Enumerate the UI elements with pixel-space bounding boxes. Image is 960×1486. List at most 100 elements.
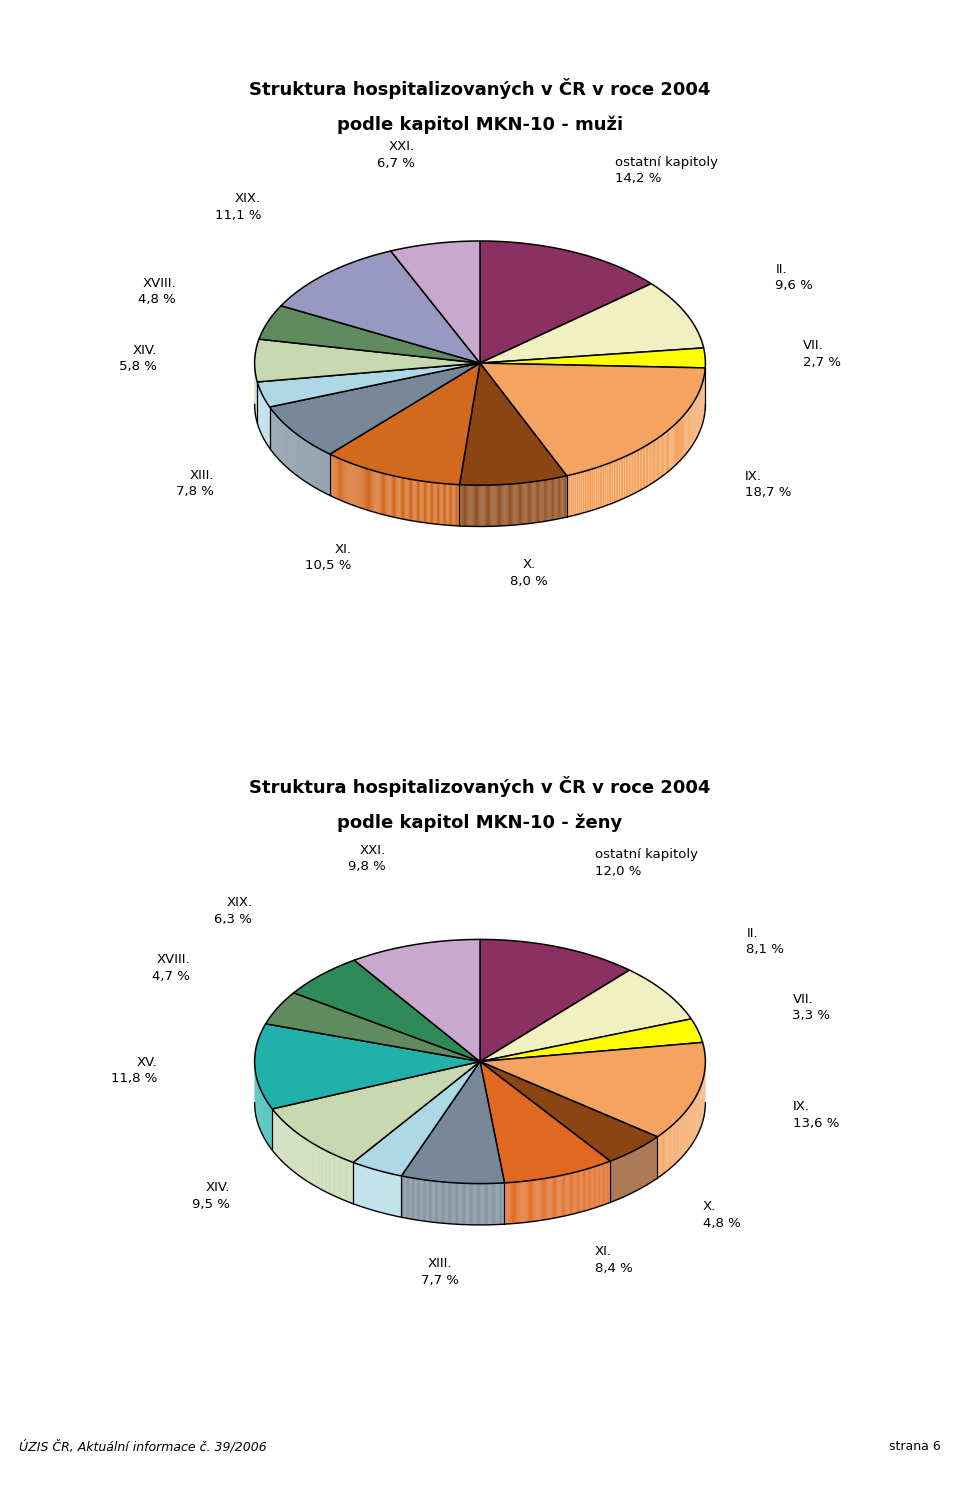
Polygon shape bbox=[375, 471, 376, 513]
Polygon shape bbox=[585, 471, 587, 513]
Polygon shape bbox=[609, 462, 610, 505]
Polygon shape bbox=[421, 481, 422, 523]
Polygon shape bbox=[380, 473, 381, 514]
Polygon shape bbox=[348, 462, 349, 504]
Polygon shape bbox=[441, 483, 442, 525]
Text: strana 6: strana 6 bbox=[889, 1440, 941, 1453]
Polygon shape bbox=[658, 437, 660, 480]
Polygon shape bbox=[638, 449, 639, 492]
Polygon shape bbox=[254, 339, 480, 382]
Polygon shape bbox=[382, 473, 383, 514]
Polygon shape bbox=[668, 429, 669, 471]
Polygon shape bbox=[414, 480, 415, 522]
Polygon shape bbox=[354, 939, 480, 1061]
Polygon shape bbox=[399, 477, 400, 519]
Polygon shape bbox=[678, 421, 679, 462]
Text: IX.
18,7 %: IX. 18,7 % bbox=[745, 470, 792, 499]
Polygon shape bbox=[381, 473, 382, 514]
Polygon shape bbox=[456, 484, 457, 526]
Polygon shape bbox=[442, 483, 443, 525]
Polygon shape bbox=[663, 434, 664, 476]
Text: XIII.
7,7 %: XIII. 7,7 % bbox=[421, 1257, 459, 1287]
Polygon shape bbox=[452, 484, 453, 526]
Polygon shape bbox=[480, 348, 706, 369]
Polygon shape bbox=[480, 241, 651, 363]
Polygon shape bbox=[627, 455, 629, 496]
Polygon shape bbox=[670, 428, 672, 470]
Polygon shape bbox=[679, 419, 680, 462]
Polygon shape bbox=[344, 461, 345, 502]
Polygon shape bbox=[394, 476, 396, 517]
Polygon shape bbox=[425, 481, 426, 523]
Text: X.
4,8 %: X. 4,8 % bbox=[703, 1201, 740, 1230]
Polygon shape bbox=[330, 363, 480, 484]
Text: ÚZIS ČR, Aktuální informace č. 39/2006: ÚZIS ČR, Aktuální informace č. 39/2006 bbox=[19, 1440, 267, 1453]
Polygon shape bbox=[645, 446, 647, 487]
Polygon shape bbox=[354, 465, 355, 507]
Text: Struktura hospitalizovaných v ČR v roce 2004: Struktura hospitalizovaných v ČR v roce … bbox=[250, 776, 710, 796]
Polygon shape bbox=[363, 468, 364, 510]
Polygon shape bbox=[406, 478, 408, 520]
Text: IX.
13,6 %: IX. 13,6 % bbox=[793, 1100, 839, 1129]
Polygon shape bbox=[625, 456, 627, 498]
Polygon shape bbox=[660, 435, 661, 477]
Text: Struktura hospitalizovaných v ČR v roce 2004: Struktura hospitalizovaných v ČR v roce … bbox=[250, 77, 710, 98]
Polygon shape bbox=[575, 474, 577, 516]
Polygon shape bbox=[450, 484, 451, 526]
Polygon shape bbox=[457, 484, 458, 526]
Polygon shape bbox=[254, 1024, 480, 1109]
Polygon shape bbox=[434, 483, 436, 525]
Polygon shape bbox=[603, 465, 605, 507]
Polygon shape bbox=[355, 465, 357, 507]
Polygon shape bbox=[613, 461, 615, 502]
Text: XXI.
6,7 %: XXI. 6,7 % bbox=[377, 141, 415, 169]
Polygon shape bbox=[418, 480, 420, 522]
Polygon shape bbox=[386, 474, 387, 516]
Polygon shape bbox=[351, 464, 352, 505]
Polygon shape bbox=[453, 484, 455, 526]
Polygon shape bbox=[570, 474, 573, 516]
Polygon shape bbox=[412, 480, 414, 522]
Polygon shape bbox=[617, 459, 618, 501]
Polygon shape bbox=[615, 461, 617, 502]
Polygon shape bbox=[352, 464, 353, 505]
Polygon shape bbox=[396, 477, 397, 519]
Text: XI.
10,5 %: XI. 10,5 % bbox=[304, 542, 351, 572]
Polygon shape bbox=[420, 481, 421, 522]
Polygon shape bbox=[349, 462, 350, 504]
Polygon shape bbox=[648, 443, 650, 486]
Polygon shape bbox=[353, 1061, 480, 1175]
Polygon shape bbox=[266, 993, 480, 1061]
Text: XIX.
11,1 %: XIX. 11,1 % bbox=[215, 192, 261, 221]
Polygon shape bbox=[635, 450, 636, 493]
Polygon shape bbox=[384, 474, 385, 516]
Polygon shape bbox=[446, 484, 447, 525]
Polygon shape bbox=[432, 483, 433, 525]
Polygon shape bbox=[416, 480, 417, 522]
Polygon shape bbox=[622, 458, 624, 499]
Polygon shape bbox=[257, 363, 480, 407]
Polygon shape bbox=[673, 425, 674, 468]
Polygon shape bbox=[360, 467, 361, 508]
Polygon shape bbox=[657, 438, 658, 480]
Polygon shape bbox=[373, 471, 374, 513]
Polygon shape bbox=[439, 483, 441, 525]
Polygon shape bbox=[612, 462, 613, 504]
Polygon shape bbox=[677, 422, 678, 464]
Text: XIII.
7,8 %: XIII. 7,8 % bbox=[177, 470, 214, 498]
Polygon shape bbox=[656, 438, 657, 481]
Polygon shape bbox=[588, 470, 590, 511]
Polygon shape bbox=[451, 484, 452, 526]
Polygon shape bbox=[437, 483, 438, 525]
Polygon shape bbox=[362, 467, 363, 508]
Text: XV.
11,8 %: XV. 11,8 % bbox=[110, 1055, 157, 1085]
Polygon shape bbox=[400, 477, 402, 519]
Polygon shape bbox=[353, 464, 354, 505]
Polygon shape bbox=[387, 474, 389, 516]
Text: II.
9,6 %: II. 9,6 % bbox=[776, 263, 813, 293]
Polygon shape bbox=[423, 481, 425, 523]
Polygon shape bbox=[401, 1061, 504, 1183]
Polygon shape bbox=[605, 464, 607, 507]
Polygon shape bbox=[620, 458, 622, 499]
Polygon shape bbox=[581, 473, 583, 514]
